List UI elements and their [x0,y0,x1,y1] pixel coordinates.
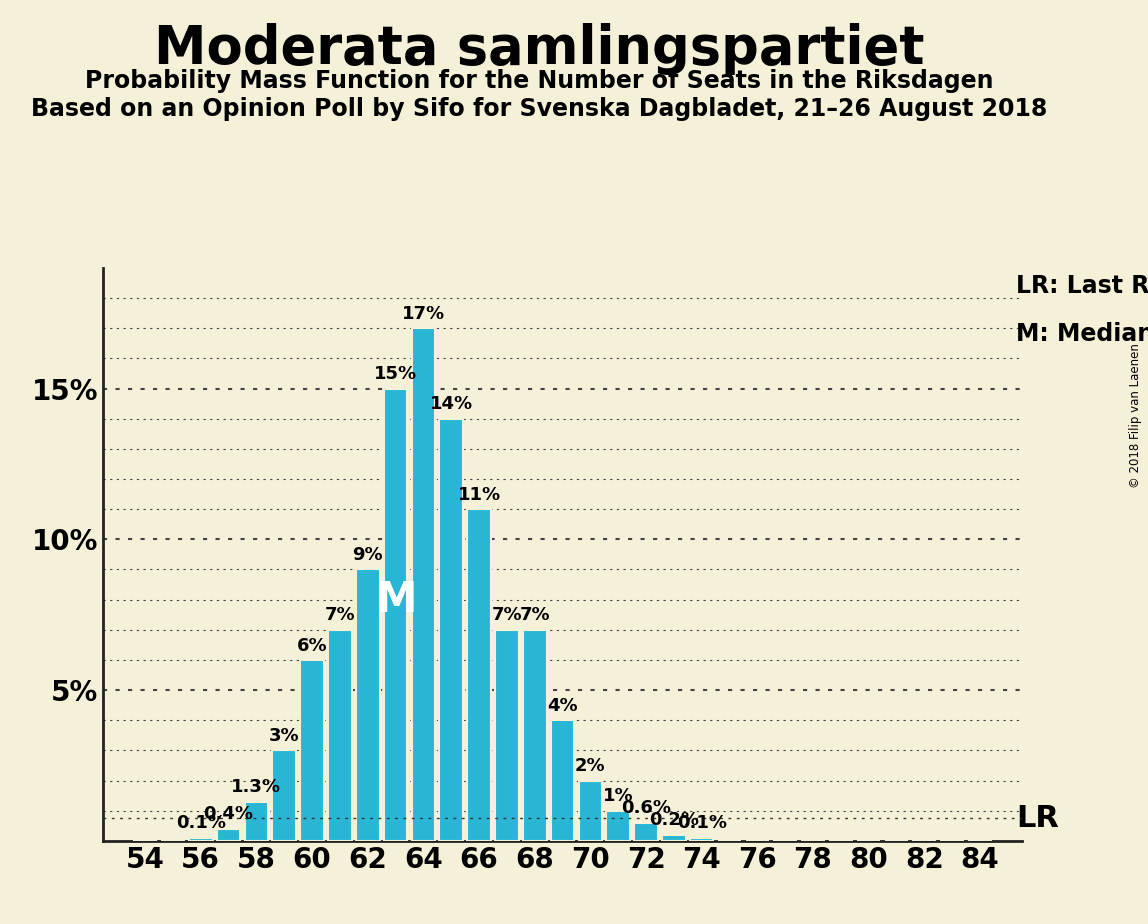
Text: © 2018 Filip van Laenen: © 2018 Filip van Laenen [1130,344,1142,488]
Text: 7%: 7% [519,606,550,625]
Bar [301,660,324,841]
Text: Based on an Opinion Poll by Sifo for Svenska Dagbladet, 21–26 August 2018: Based on an Opinion Poll by Sifo for Sve… [31,97,1048,121]
Bar [217,829,240,841]
Bar [606,810,630,841]
Text: Moderata samlingspartiet: Moderata samlingspartiet [154,23,925,75]
Bar [551,720,574,841]
Bar [634,822,658,841]
Bar [690,838,714,841]
Text: Probability Mass Function for the Number of Seats in the Riksdagen: Probability Mass Function for the Number… [85,69,994,93]
Text: 6%: 6% [296,637,327,654]
Text: 0.4%: 0.4% [203,806,254,823]
Bar [579,781,603,841]
Text: M: M [374,578,417,621]
Bar [411,328,435,841]
Text: 0.1%: 0.1% [676,814,727,833]
Text: 7%: 7% [325,606,355,625]
Text: LR: LR [1016,804,1058,833]
Bar [467,509,491,841]
Text: M: Median: M: Median [1016,322,1148,346]
Bar [440,419,463,841]
Text: 0.6%: 0.6% [621,799,672,818]
Bar [522,630,546,841]
Text: 7%: 7% [491,606,522,625]
Bar [328,630,351,841]
Bar [189,838,212,841]
Bar [272,750,296,841]
Text: 9%: 9% [352,546,383,564]
Text: 11%: 11% [457,486,501,504]
Text: 2%: 2% [575,757,606,775]
Text: LR: Last Result: LR: Last Result [1016,274,1148,298]
Text: 15%: 15% [374,365,417,383]
Bar [495,630,519,841]
Text: 1.3%: 1.3% [232,778,281,796]
Text: 0.2%: 0.2% [649,811,699,830]
Bar [245,802,269,841]
Text: 4%: 4% [548,697,577,715]
Text: 3%: 3% [269,727,300,745]
Text: 1%: 1% [603,787,634,805]
Text: 17%: 17% [402,305,445,322]
Bar [383,389,408,841]
Text: 0.1%: 0.1% [176,814,226,833]
Bar [356,569,380,841]
Text: 14%: 14% [429,395,473,413]
Bar [662,834,685,841]
